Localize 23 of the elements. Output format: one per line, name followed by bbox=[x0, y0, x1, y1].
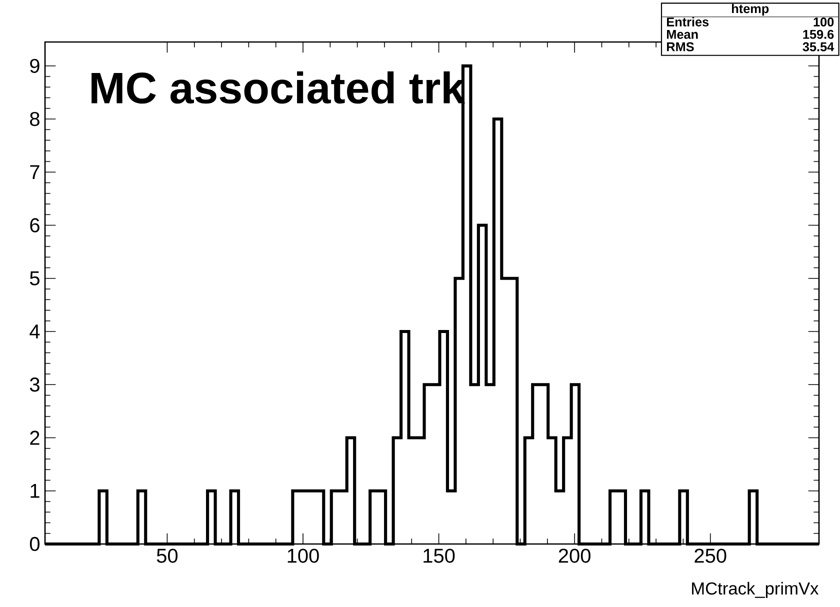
text: Entries bbox=[667, 17, 709, 26]
y-tick-label: 0 bbox=[30, 536, 40, 552]
y-tick-label: 6 bbox=[30, 218, 40, 232]
text: htemp bbox=[732, 4, 769, 16]
y-tick-label: 5 bbox=[30, 271, 40, 286]
x-tick-label: 100 bbox=[288, 548, 319, 563]
y-tick-label: 2 bbox=[30, 430, 40, 445]
x-axis-title: MCtrack_primVx bbox=[692, 582, 819, 598]
y-tick-label: 1 bbox=[30, 484, 40, 498]
y-tick-label: 4 bbox=[30, 324, 40, 338]
annotation: 35.54 bbox=[802, 42, 834, 52]
y-tick-label: 7 bbox=[30, 165, 40, 180]
text: 100 bbox=[814, 17, 834, 26]
x-tick-label: 150 bbox=[424, 548, 455, 563]
y-tick-label: 9 bbox=[30, 58, 40, 73]
x-tick-label: 50 bbox=[156, 548, 178, 563]
y-tick-label: 8 bbox=[30, 112, 40, 126]
annotation: RMS bbox=[667, 42, 694, 52]
x-tick-label: 250 bbox=[694, 548, 726, 563]
x-tick-label: 200 bbox=[558, 548, 590, 563]
y-tick-label: 3 bbox=[30, 378, 40, 392]
text: Mean bbox=[667, 30, 698, 39]
text: 159.6 bbox=[803, 30, 834, 39]
